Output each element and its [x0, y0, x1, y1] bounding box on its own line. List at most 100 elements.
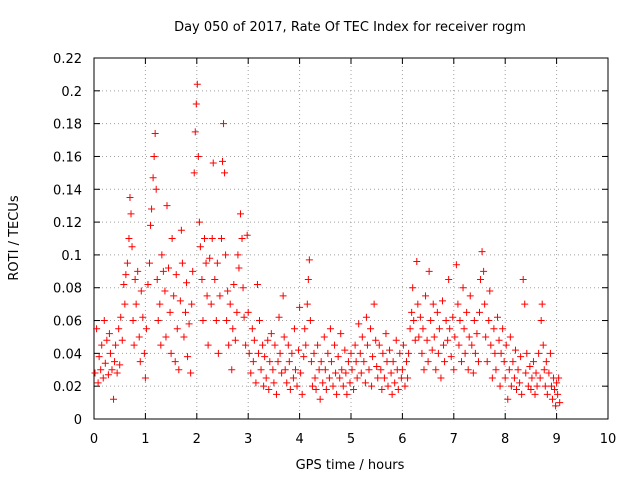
data-point: [238, 235, 246, 242]
data-point: [339, 382, 347, 390]
data-point: [397, 374, 405, 382]
data-point: [384, 382, 392, 390]
chart-title: Day 050 of 2017, Rate Of TEC Index for r…: [174, 20, 526, 35]
data-point: [556, 399, 564, 407]
data-point: [159, 267, 167, 275]
data-point: [321, 366, 329, 374]
data-point: [152, 185, 160, 193]
data-point: [522, 369, 530, 377]
data-point: [511, 346, 519, 354]
data-point: [165, 264, 173, 272]
data-point: [542, 358, 550, 366]
x-tick-label: 10: [600, 432, 617, 447]
data-point: [183, 279, 191, 287]
data-point: [122, 271, 130, 279]
data-point: [319, 379, 327, 387]
data-point: [432, 366, 440, 374]
data-point: [149, 174, 157, 182]
data-point: [471, 349, 479, 357]
data-point: [128, 243, 136, 251]
data-point: [380, 374, 388, 382]
data-point: [451, 333, 459, 341]
data-point: [474, 358, 482, 366]
data-point: [121, 300, 129, 308]
data-point: [229, 325, 237, 333]
data-point: [427, 317, 435, 325]
data-point: [478, 248, 486, 256]
data-point: [333, 390, 341, 398]
data-point: [347, 349, 355, 357]
data-point: [336, 374, 344, 382]
data-point: [437, 374, 445, 382]
y-tick-label: 0.16: [53, 150, 82, 165]
data-point: [295, 346, 303, 354]
data-point: [190, 169, 198, 177]
data-point: [477, 276, 485, 284]
data-point: [350, 385, 358, 393]
data-point: [411, 336, 419, 344]
data-point: [485, 317, 493, 325]
data-point: [272, 390, 280, 398]
x-tick-label: 3: [244, 432, 252, 447]
data-point: [262, 374, 270, 382]
data-point: [348, 366, 356, 374]
data-point: [207, 300, 215, 308]
data-point: [510, 374, 518, 382]
data-point: [235, 264, 243, 272]
data-point: [304, 276, 312, 284]
x-tick-label: 2: [193, 432, 201, 447]
x-tick-label: 1: [141, 432, 149, 447]
data-point: [372, 336, 380, 344]
data-point: [212, 317, 220, 325]
data-point: [178, 259, 186, 267]
data-point: [224, 287, 232, 295]
data-point: [274, 358, 282, 366]
x-tick-label: 4: [295, 432, 303, 447]
data-point: [95, 353, 103, 361]
data-point: [317, 358, 325, 366]
data-point: [527, 385, 535, 393]
data-point: [312, 385, 320, 393]
data-point: [331, 341, 339, 349]
data-point: [189, 267, 197, 275]
data-point: [168, 235, 176, 242]
data-point: [267, 330, 275, 338]
data-point: [151, 129, 159, 137]
data-point: [551, 385, 559, 393]
data-point: [355, 320, 363, 328]
data-point: [270, 379, 278, 387]
data-point: [438, 297, 446, 305]
x-tick-label: 5: [347, 432, 355, 447]
data-point: [264, 336, 272, 344]
data-point: [428, 346, 436, 354]
data-point: [213, 259, 221, 267]
data-point: [98, 341, 106, 349]
data-point: [173, 325, 181, 333]
data-point: [242, 341, 250, 349]
data-point: [172, 271, 180, 279]
data-point: [375, 341, 383, 349]
data-point: [406, 325, 414, 333]
y-tick-label: 0.12: [53, 216, 82, 231]
y-tick-label: 0: [74, 413, 82, 428]
data-point: [131, 276, 139, 284]
data-point: [353, 374, 361, 382]
data-point: [391, 379, 399, 387]
data-point: [373, 362, 381, 370]
y-axis-title: ROTI / TECUs: [7, 195, 22, 280]
data-point: [116, 361, 124, 369]
data-point: [344, 358, 352, 366]
data-point: [181, 308, 189, 316]
data-point: [409, 284, 417, 292]
data-point: [493, 313, 501, 321]
data-point: [523, 349, 531, 357]
data-point: [297, 369, 305, 377]
data-point: [100, 317, 108, 325]
data-point: [459, 284, 467, 292]
data-point: [496, 382, 504, 390]
data-point: [279, 292, 287, 300]
data-point: [506, 333, 514, 341]
data-point: [115, 325, 123, 333]
data-point: [455, 341, 463, 349]
data-point: [195, 218, 203, 226]
